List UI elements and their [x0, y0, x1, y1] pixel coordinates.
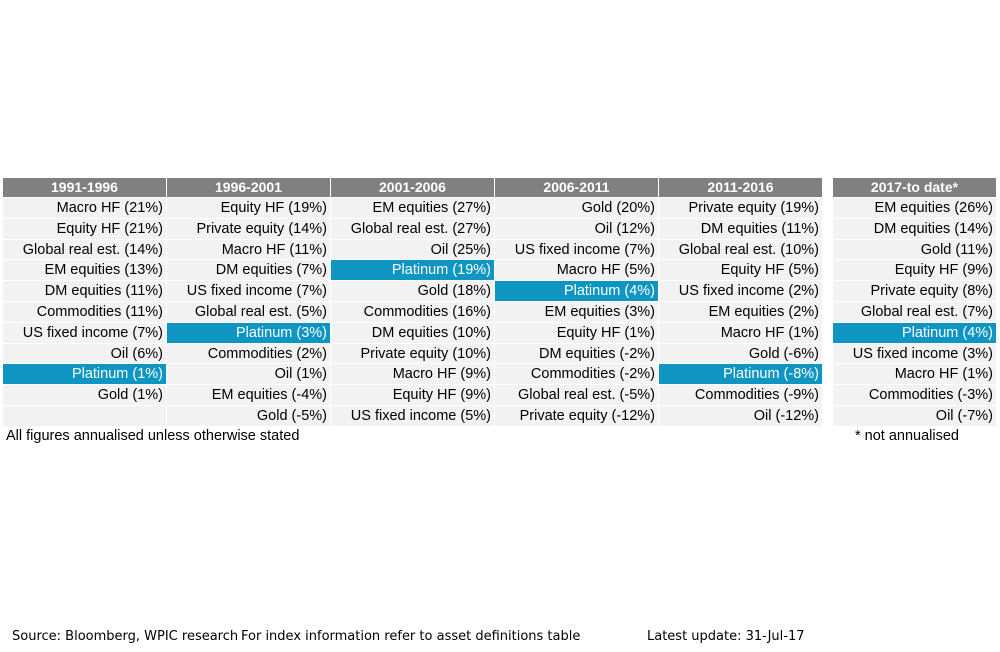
table-cell-highlight: Platinum (-8%): [659, 364, 822, 385]
table-cell: EM equities (2%): [659, 301, 822, 322]
table-cell: Gold (20%): [495, 198, 658, 218]
table-cell: Commodities (-2%): [495, 364, 658, 385]
table-cell-highlight: Platinum (1%): [3, 364, 166, 385]
table-cell: Commodities (-9%): [659, 385, 822, 405]
table-cell-highlight: Platinum (4%): [833, 322, 996, 343]
source-note: Source: Bloomberg, WPIC research: [12, 629, 239, 644]
table-cell: Macro HF (21%): [3, 198, 166, 218]
table-cell: Macro HF (1%): [659, 322, 822, 343]
table-cell: Equity HF (21%): [3, 218, 166, 239]
table-cell: Global real est. (27%): [331, 218, 494, 239]
table-cell: US fixed income (2%): [659, 281, 822, 301]
table-cell: Gold (-5%): [167, 405, 330, 426]
column-header: 1996-2001: [167, 178, 330, 197]
table-cell: Oil (25%): [331, 239, 494, 260]
column-header: 1991-1996: [3, 178, 166, 197]
table-cell: Oil (6%): [3, 343, 166, 364]
table-cell: DM equities (11%): [3, 281, 166, 301]
table-cell: Gold (1%): [3, 385, 166, 405]
table-cell: Equity HF (19%): [167, 198, 330, 218]
table-cell: Macro HF (5%): [495, 260, 658, 281]
table-cell: DM equities (7%): [167, 260, 330, 281]
table-cell: Gold (-6%): [659, 343, 822, 364]
table-cell: Gold (18%): [331, 281, 494, 301]
table-cell: Oil (-12%): [659, 405, 822, 426]
table-cell: Commodities (11%): [3, 301, 166, 322]
column-2011-2016: 2011-2016 Private equity (19%) DM equities…: [659, 178, 822, 426]
table-cell: Equity HF (9%): [331, 385, 494, 405]
column-1991-1996: 1991-1996 Macro HF (21%) Equity HF (21%) Gl…: [3, 178, 166, 426]
table-cell: DM equities (11%): [659, 218, 822, 239]
table-cell: Equity HF (1%): [495, 322, 658, 343]
table-cell: Global real est. (10%): [659, 239, 822, 260]
table-cell: Equity HF (9%): [833, 260, 996, 281]
table-cell: EM equities (27%): [331, 198, 494, 218]
latest-update: Latest update: 31-Jul-17: [647, 629, 805, 644]
table-cell: US fixed income (3%): [833, 343, 996, 364]
table-cell: Global real est. (-5%): [495, 385, 658, 405]
table-cell: Commodities (2%): [167, 343, 330, 364]
column-header: 2017-to date*: [833, 178, 996, 197]
column-header: 2011-2016: [659, 178, 822, 197]
table-cell: Oil (-7%): [833, 405, 996, 426]
table-cell-highlight: Platinum (4%): [495, 281, 658, 301]
index-info-note: For index information refer to asset def…: [241, 629, 581, 644]
table-cell: Oil (1%): [167, 364, 330, 385]
column-1996-2001: 1996-2001 Equity HF (19%) Private equity (…: [167, 178, 330, 426]
table-cell: Global real est. (5%): [167, 301, 330, 322]
table-cell: EM equities (-4%): [167, 385, 330, 405]
table-cell: EM equities (13%): [3, 260, 166, 281]
column-header: 2006-2011: [495, 178, 658, 197]
table-cell: Private equity (8%): [833, 281, 996, 301]
table-cell: Gold (11%): [833, 239, 996, 260]
not-annualised-note: * not annualised: [855, 428, 959, 444]
table-cell: DM equities (-2%): [495, 343, 658, 364]
table-cell: Macro HF (11%): [167, 239, 330, 260]
table-cell: US fixed income (7%): [495, 239, 658, 260]
table-cell: Macro HF (9%): [331, 364, 494, 385]
table-cell: [3, 405, 166, 426]
table-cell: Oil (12%): [495, 218, 658, 239]
table-cell: DM equities (14%): [833, 218, 996, 239]
column-2006-2011: 2006-2011 Gold (20%) Oil (12%) US fixed inc…: [495, 178, 658, 426]
table-cell: US fixed income (7%): [167, 281, 330, 301]
table-cell: Commodities (16%): [331, 301, 494, 322]
column-2001-2006: 2001-2006 EM equities (27%) Global real es…: [331, 178, 494, 426]
column-2017-to-date: 2017-to date* EM equities (26%) DM equitie…: [833, 178, 996, 426]
annualised-note: All figures annualised unless otherwise …: [6, 428, 300, 444]
table-cell: Private equity (19%): [659, 198, 822, 218]
table-cell-highlight: Platinum (19%): [331, 260, 494, 281]
table-cell: US fixed income (7%): [3, 322, 166, 343]
column-header: 2001-2006: [331, 178, 494, 197]
table-cell-highlight: Platinum (3%): [167, 322, 330, 343]
table-cell: Global real est. (14%): [3, 239, 166, 260]
table-cell: Private equity (-12%): [495, 405, 658, 426]
table-cell: Private equity (14%): [167, 218, 330, 239]
table-cell: EM equities (26%): [833, 198, 996, 218]
table-cell: Commodities (-3%): [833, 385, 996, 405]
table-cell: EM equities (3%): [495, 301, 658, 322]
table-cell: Global real est. (7%): [833, 301, 996, 322]
table-cell: US fixed income (5%): [331, 405, 494, 426]
table-cell: DM equities (10%): [331, 322, 494, 343]
table-cell: Private equity (10%): [331, 343, 494, 364]
table-cell: Equity HF (5%): [659, 260, 822, 281]
table-cell: Macro HF (1%): [833, 364, 996, 385]
